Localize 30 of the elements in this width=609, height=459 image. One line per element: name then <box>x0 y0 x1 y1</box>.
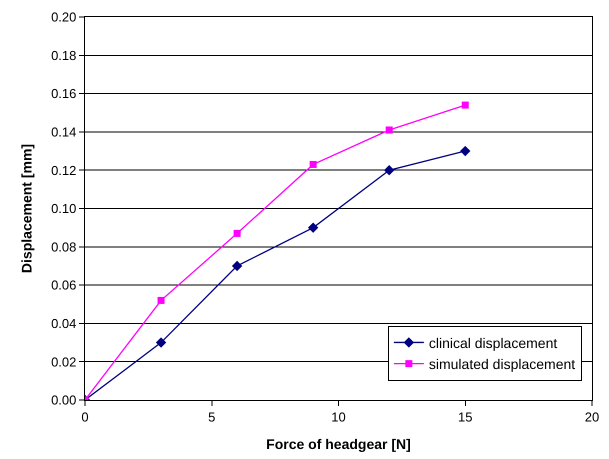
point <box>156 337 166 348</box>
y-tick-label: 0.04 <box>51 316 76 331</box>
point <box>460 146 470 156</box>
point <box>386 126 393 134</box>
x-tick-label: 5 <box>208 410 216 425</box>
point <box>234 230 241 237</box>
legend-label: clinical displacement <box>428 334 558 351</box>
y-tick-label: 0.14 <box>51 124 76 140</box>
y-tick-label: 0.10 <box>51 201 76 216</box>
x-tick-label: 15 <box>458 410 472 425</box>
y-tick-label: 0.18 <box>51 48 76 63</box>
x-tick-label: 0 <box>81 410 89 425</box>
x-tick-label: 10 <box>331 410 346 425</box>
point <box>462 102 469 109</box>
point <box>158 296 165 304</box>
y-tick-label: 0.06 <box>51 278 76 293</box>
y-tick-label: 0.12 <box>51 162 76 178</box>
point <box>384 165 394 176</box>
y-tick-label: 0.02 <box>51 354 76 370</box>
point <box>232 260 242 272</box>
y-axis-title: Displacement [mm] <box>18 144 35 274</box>
x-tick-label: 20 <box>584 410 600 425</box>
point <box>310 160 317 168</box>
y-tick-label: 0.16 <box>51 86 76 102</box>
x-axis-title: Force of headgear [N] <box>266 436 411 452</box>
legend-label: simulated displacement <box>428 356 576 372</box>
y-tick-label: 0.20 <box>51 10 76 25</box>
y-tick-label: 0.08 <box>51 239 76 254</box>
y-tick-label: 0.00 <box>51 392 76 408</box>
point <box>308 222 318 233</box>
